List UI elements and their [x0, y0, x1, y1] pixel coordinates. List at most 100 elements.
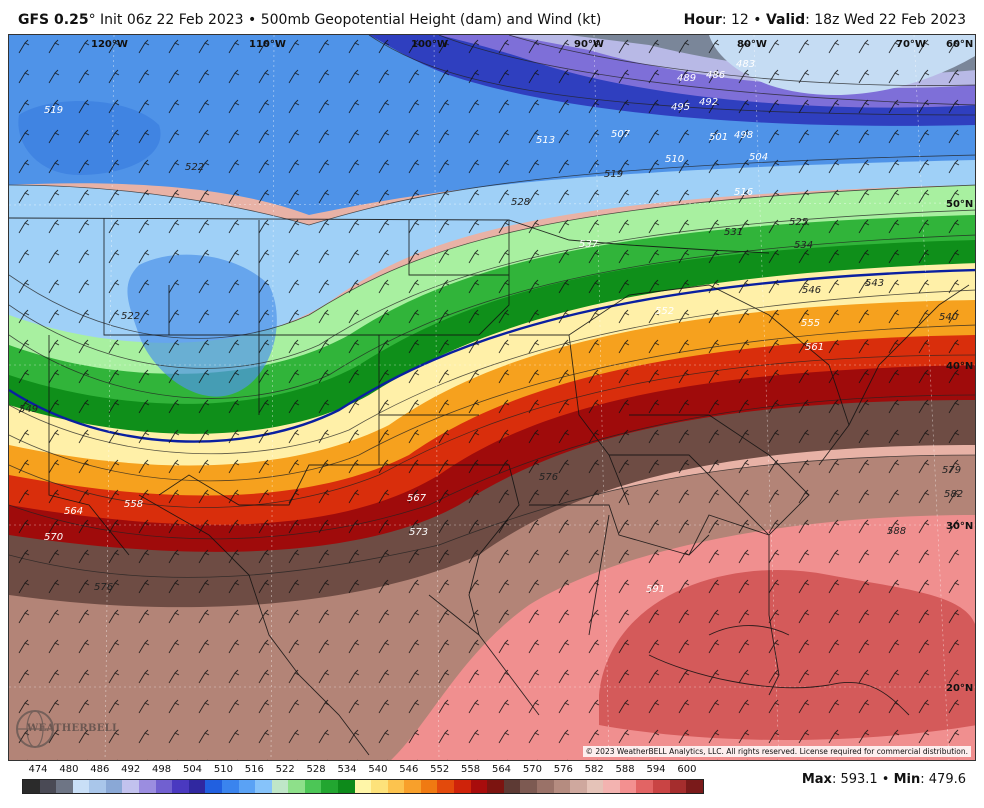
legend-swatch	[371, 780, 388, 793]
legend-label: 594	[646, 764, 666, 775]
legend-label: 510	[213, 764, 233, 775]
lat-label-30n: 30°N	[946, 521, 973, 532]
title: GFS 0.25° Init 06z 22 Feb 2023 • 500mb G…	[18, 12, 601, 28]
valid-time: Hour: 12 • Valid: 18z Wed 22 Feb 2023	[684, 12, 966, 28]
legend-label: 516	[244, 764, 264, 775]
contour-label: 576	[94, 582, 113, 593]
legend-swatch	[603, 780, 620, 793]
contour-label: 564	[64, 506, 83, 517]
contour-label: 546	[802, 285, 821, 296]
lat-label-40n: 40°N	[946, 361, 973, 372]
legend-swatch	[172, 780, 189, 793]
legend-swatch	[56, 780, 73, 793]
contour-label: 534	[794, 240, 813, 251]
legend-label: 528	[306, 764, 326, 775]
legend-label: 480	[59, 764, 79, 775]
contour-label: 498	[734, 130, 753, 141]
min-label: Min	[893, 772, 921, 787]
contour-label: 501	[709, 132, 728, 143]
latitude-labels: 50°N 40°N 30°N 20°N	[946, 199, 973, 694]
contour-label: 519	[604, 169, 623, 180]
contour-label: 582	[944, 489, 963, 500]
legend-swatch	[155, 780, 173, 793]
contour-label: 483	[736, 59, 755, 70]
contour-label: 531	[724, 227, 743, 238]
contour-label: 522	[121, 311, 140, 322]
contour-label: 528	[511, 197, 530, 208]
legend-swatch	[437, 780, 455, 793]
legend-swatch	[221, 780, 239, 793]
legend-swatch	[420, 780, 438, 793]
contour-label: 507	[611, 129, 631, 140]
legend-swatch	[354, 780, 372, 793]
copyright-notice: © 2023 WeatherBELL Analytics, LLC. All r…	[582, 746, 971, 757]
weather-map: 120°W 110°W 100°W 90°W 80°W 70°W 60°N 50…	[8, 34, 976, 761]
legend-swatch	[669, 780, 687, 793]
lat-label-20n: 20°N	[946, 683, 973, 694]
legend-label: 492	[121, 764, 141, 775]
lon-label-100w: 100°W	[411, 39, 448, 50]
legend-swatch	[105, 780, 123, 793]
legend-swatch	[387, 780, 405, 793]
legend-swatch	[503, 780, 521, 793]
contour-label: 579	[942, 465, 961, 476]
legend-label: 546	[399, 764, 419, 775]
valid-value: : 18z Wed 22 Feb 2023	[805, 12, 966, 28]
legend-label: 588	[615, 764, 635, 775]
legend-swatch	[255, 780, 272, 793]
lon-label-70w: 70°W	[896, 39, 926, 50]
max-value: : 593.1 •	[831, 772, 894, 787]
longitude-labels: 120°W 110°W 100°W 90°W 80°W 70°W 60°N	[91, 39, 973, 50]
lon-label-80w: 80°W	[737, 39, 767, 50]
legend-colorbar	[22, 779, 704, 794]
legend-label: 474	[28, 764, 48, 775]
legend-label: 504	[182, 764, 203, 775]
valid-label: Valid	[765, 12, 806, 28]
legend-swatch	[520, 780, 537, 793]
lon-label-120w: 120°W	[91, 39, 128, 50]
legend-label: 582	[584, 764, 604, 775]
height-field-svg: 120°W 110°W 100°W 90°W 80°W 70°W 60°N 50…	[9, 35, 975, 760]
legend-swatch	[238, 780, 256, 793]
lon-label-110w: 110°W	[249, 39, 286, 50]
degree-symbol: °	[88, 12, 96, 28]
lat-label-60n: 60°N	[946, 39, 973, 50]
legend-swatch	[454, 780, 471, 793]
legend-label: 522	[275, 764, 295, 775]
legend-label: 552	[430, 764, 450, 775]
legend-label: 576	[553, 764, 573, 775]
header: GFS 0.25° Init 06z 22 Feb 2023 • 500mb G…	[0, 0, 984, 34]
legend-swatch	[652, 780, 670, 793]
legend-swatch	[470, 780, 488, 793]
legend-swatch	[686, 780, 703, 793]
legend-swatch	[188, 780, 206, 793]
legend-label: 540	[368, 764, 388, 775]
contour-label: 567	[407, 493, 427, 504]
init-description: Init 06z 22 Feb 2023 • 500mb Geopotentia…	[95, 12, 602, 28]
weatherbell-logo: WEATHERBELL	[15, 706, 119, 752]
contour-label: 516	[734, 187, 753, 198]
contour-label: 555	[801, 318, 820, 329]
contour-label: 519	[44, 105, 63, 116]
hour-value: : 12 •	[721, 12, 766, 28]
legend-label: 534	[337, 764, 357, 775]
hour-label: Hour	[683, 12, 722, 28]
legend-label: 564	[491, 764, 512, 775]
legend-swatch	[39, 780, 57, 793]
contour-label: 591	[646, 584, 665, 595]
legend-label: 486	[90, 764, 110, 775]
max-min-readout: Max: 593.1 • Min: 479.6	[802, 772, 966, 787]
contour-label: 543	[865, 278, 884, 289]
legend-swatch	[205, 780, 222, 793]
contour-label: 588	[887, 526, 906, 537]
legend-swatch	[553, 780, 571, 793]
legend-label: 600	[677, 764, 697, 775]
legend-swatch	[619, 780, 637, 793]
color-legend: 474 480 486 492 498 504 510 516 522 528 534 540 546 5…	[22, 764, 704, 804]
contour-label: 561	[805, 342, 824, 353]
legend-label: 558	[461, 764, 481, 775]
legend-swatch	[72, 780, 90, 793]
legend-swatch	[536, 780, 554, 793]
contour-label: 510	[665, 154, 684, 165]
contour-label: 549	[19, 404, 38, 415]
